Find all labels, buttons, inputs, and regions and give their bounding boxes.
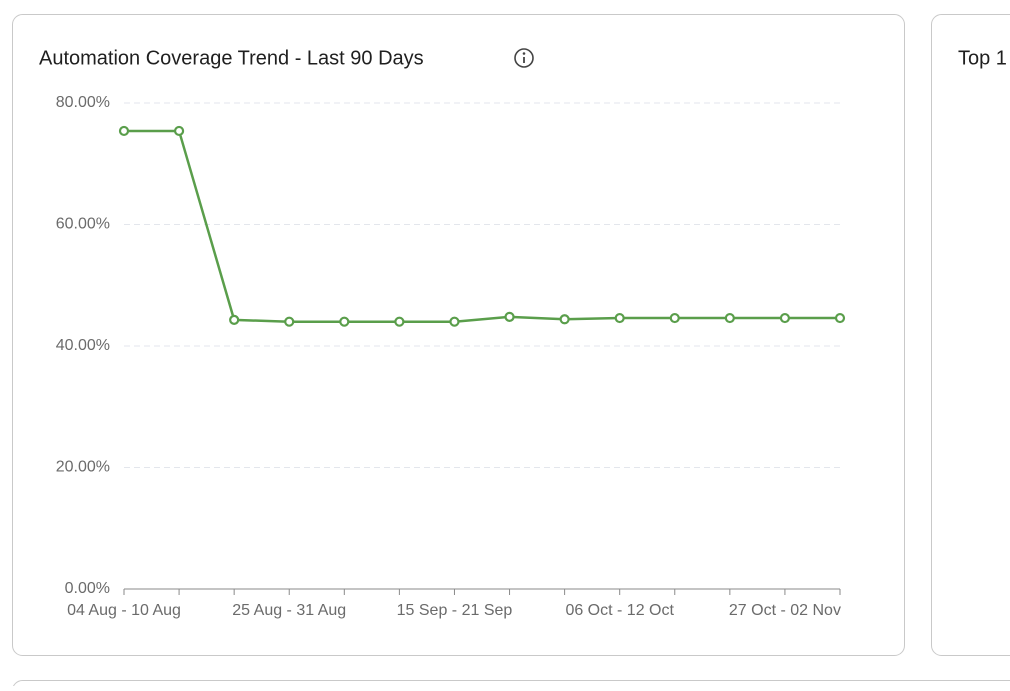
y-tick-label: 60.00% bbox=[56, 216, 110, 233]
y-tick-label: 20.00% bbox=[56, 459, 110, 476]
chart-card bbox=[13, 15, 905, 656]
point bbox=[285, 318, 293, 326]
x-tick-label: 15 Sep - 21 Sep bbox=[397, 602, 513, 619]
side-card bbox=[932, 15, 1010, 656]
x-tick-label: 04 Aug - 10 Aug bbox=[67, 602, 181, 619]
point bbox=[230, 316, 238, 324]
y-tick-label: 80.00% bbox=[56, 94, 110, 111]
point bbox=[616, 314, 624, 322]
point bbox=[781, 314, 789, 322]
point bbox=[395, 318, 403, 326]
x-tick-label: 06 Oct - 12 Oct bbox=[565, 602, 674, 619]
point bbox=[506, 313, 514, 321]
point bbox=[175, 127, 183, 135]
point bbox=[726, 314, 734, 322]
y-tick-label: 0.00% bbox=[65, 580, 110, 597]
chart-title: Automation Coverage Trend - Last 90 Days bbox=[39, 47, 424, 69]
point bbox=[561, 315, 569, 323]
x-tick-label: 27 Oct - 02 Nov bbox=[729, 602, 841, 619]
x-tick-label: 25 Aug - 31 Aug bbox=[232, 602, 346, 619]
point bbox=[340, 318, 348, 326]
point bbox=[671, 314, 679, 322]
y-tick-label: 40.00% bbox=[56, 337, 110, 354]
side-card-title: Top 1 bbox=[958, 47, 1007, 69]
point bbox=[836, 314, 844, 322]
point bbox=[450, 318, 458, 326]
point bbox=[120, 127, 128, 135]
bottom-card bbox=[13, 681, 1010, 687]
